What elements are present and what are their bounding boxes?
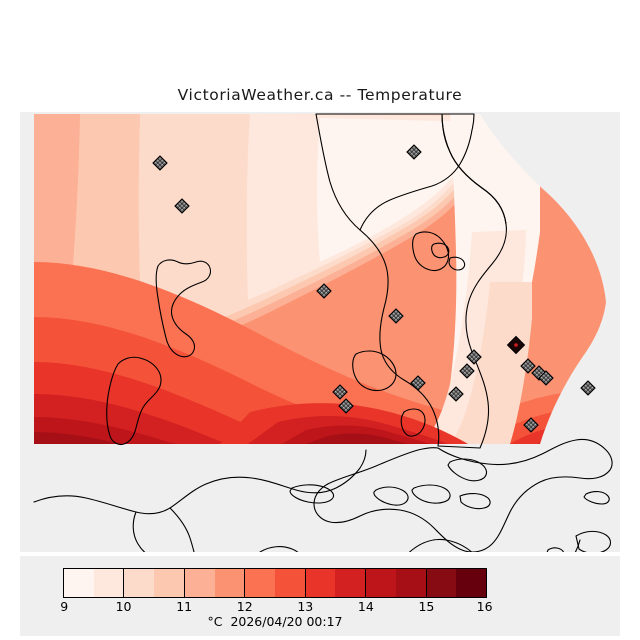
coast-se-isle [546, 547, 565, 552]
contour-fill-layer [34, 114, 609, 444]
coast-west-island [106, 356, 162, 446]
station-marker[interactable] [410, 375, 426, 391]
coast-inland-isle [400, 408, 426, 437]
station-marker[interactable] [332, 384, 348, 400]
station-marker-layer[interactable] [152, 144, 596, 433]
station-marker[interactable] [406, 144, 422, 160]
coast-central-bay [352, 350, 397, 392]
colorbar-tick-label: 11 [176, 599, 193, 614]
temperature-map-panel[interactable] [20, 112, 620, 552]
colorbar-swatch [245, 569, 275, 597]
colorbar-swatch [366, 569, 396, 597]
station-marker[interactable] [388, 308, 404, 324]
page-title: VictoriaWeather.ca -- Temperature [177, 86, 463, 104]
station-marker[interactable] [316, 283, 332, 299]
colorbar-interval [245, 569, 306, 597]
coast-islet-strait-a [411, 484, 451, 504]
coast-north-lobe [359, 113, 507, 231]
station-marker[interactable] [520, 358, 536, 374]
station-marker[interactable] [152, 155, 168, 171]
colorbar-swatch [184, 569, 215, 597]
colorbar-interval [366, 569, 427, 597]
station-marker[interactable] [466, 349, 482, 365]
colorbar-tick-label: 10 [115, 599, 132, 614]
coast-harbour-west [373, 486, 409, 506]
coast-harbour [447, 458, 488, 482]
station-marker[interactable] [448, 386, 464, 402]
coast-ne-islet-b [448, 256, 466, 271]
station-marker[interactable] [538, 370, 554, 386]
colorbar-swatch [64, 569, 94, 597]
coast-ne-inlet [412, 231, 450, 272]
station-marker[interactable] [338, 398, 354, 414]
coast-se-peninsula [313, 438, 613, 552]
colorbar-swatch [305, 569, 336, 597]
coast-islet-strait-b [459, 493, 491, 510]
coast-sw-spit [289, 484, 335, 504]
coast-south-north-shore [33, 449, 367, 515]
station-marker[interactable] [580, 380, 596, 396]
temperature-map-svg[interactable] [20, 112, 620, 552]
colorbar-swatch [214, 569, 245, 597]
coast-south-bay [132, 511, 146, 552]
station-marker[interactable] [174, 198, 190, 214]
temperature-colorbar[interactable] [63, 568, 487, 598]
colorbar-caption: °C 2026/04/20 00:17 [207, 614, 343, 629]
colorbar-swatch [274, 569, 305, 597]
coast-ne-islet-a [431, 242, 450, 259]
colorbar-swatch [456, 569, 486, 597]
colorbar-interval [64, 569, 125, 597]
coast-south-lagoon [259, 546, 299, 552]
colorbar-interval [124, 569, 185, 597]
colorbar-swatch [335, 569, 366, 597]
colorbar-swatch [426, 569, 457, 597]
colorbar-swatch [93, 569, 124, 597]
station-marker-highlight[interactable] [506, 335, 526, 355]
colorbar-swatch [154, 569, 184, 597]
colorbar-tick-label: 14 [357, 599, 374, 614]
colorbar-interval [426, 569, 486, 597]
coast-south-islet [575, 530, 612, 552]
colorbar-region: 9 10 11 12 13 14 15 16 °C 2026/04/20 00:17 [20, 556, 620, 636]
colorbar-tick-label: 9 [60, 599, 69, 614]
coastline-layer [33, 113, 613, 552]
station-marker[interactable] [459, 363, 475, 379]
station-marker[interactable] [523, 417, 539, 433]
colorbar-swatch [395, 569, 426, 597]
colorbar-swatch [124, 569, 155, 597]
colorbar-tick-labels: 9 10 11 12 13 14 15 16 [60, 599, 492, 615]
colorbar-tick-label: 16 [476, 599, 493, 614]
colorbar-tick-label: 13 [297, 599, 314, 614]
colorbar-interval [305, 569, 367, 597]
coast-nw-island [155, 259, 212, 358]
colorbar-interval [184, 569, 246, 597]
colorbar-tick-label: 12 [236, 599, 253, 614]
colorbar-tick-label: 15 [418, 599, 435, 614]
coast-east-tip [583, 491, 610, 505]
